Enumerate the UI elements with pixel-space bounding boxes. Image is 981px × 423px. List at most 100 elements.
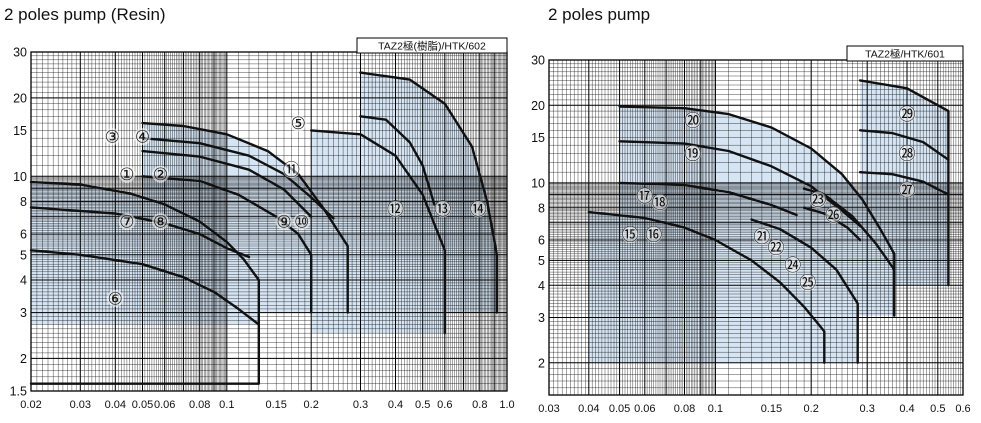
curve-label-bg xyxy=(651,193,669,211)
curve-number-label: ⑳ xyxy=(684,111,701,131)
y-tick-label: 30 xyxy=(13,46,27,60)
curve-label-bg xyxy=(118,213,136,231)
pump-curve xyxy=(359,71,499,314)
x-tick-label: 0.08 xyxy=(189,399,210,411)
pump-curve xyxy=(587,210,826,364)
curve-label-bg xyxy=(387,200,404,218)
x-tick-label: 0.3 xyxy=(353,399,368,411)
y-tick-label: 4 xyxy=(538,279,545,293)
y-tick-label: 6 xyxy=(20,228,27,242)
y-tick-label: 2 xyxy=(538,356,545,370)
curve-label-bg xyxy=(275,213,293,231)
curve-number-label: ⑥ xyxy=(108,289,123,309)
x-tick-label: 0.1 xyxy=(708,403,723,415)
curve-label-bg xyxy=(282,161,300,179)
y-tick-label: 3 xyxy=(20,306,27,320)
pump-curve xyxy=(359,115,436,206)
chart-resin: TAZ2極(樹脂)/HTK/602 0.02 0.03 0.04 0.05 0.06 0.0… xyxy=(10,37,515,411)
x-tick-label: 0.06 xyxy=(154,399,175,411)
curve-label-bg xyxy=(645,226,663,243)
x-tick-label: 0.6 xyxy=(437,399,452,411)
curve-number-label: ⑮ xyxy=(622,226,639,246)
chart-title-standard: 2 poles pump xyxy=(548,5,651,24)
x-tick-label: 0.04 xyxy=(105,399,126,411)
curve-number-label: ㉘ xyxy=(899,145,916,165)
x-tick-label: 0.2 xyxy=(804,403,819,415)
y-tick-label: 15 xyxy=(531,131,545,145)
curve-label-bg xyxy=(434,200,452,218)
x-tick-label: 0.4 xyxy=(899,403,914,415)
x-tick-label: 0.5 xyxy=(415,399,430,411)
x-tick-label: 0.08 xyxy=(674,403,695,415)
x-tick-label: 0.1 xyxy=(219,399,234,411)
curve-label-bg xyxy=(152,213,169,231)
x-tick-label: 0.4 xyxy=(388,399,403,411)
pump-curve xyxy=(858,129,950,161)
pump-curve xyxy=(858,170,950,196)
x-tick-label: 0.6 xyxy=(955,403,970,415)
y-tick-label: 10 xyxy=(531,176,545,190)
pump-curve xyxy=(141,175,313,314)
curve-label-bg xyxy=(636,187,654,205)
curve-number-label: ⑤ xyxy=(291,114,306,134)
curve-label-bg xyxy=(118,165,136,183)
curve-label-bg xyxy=(784,256,802,274)
curve-label-bg xyxy=(289,114,307,132)
pump-curve xyxy=(310,129,446,335)
pump-curve xyxy=(141,149,313,218)
curve-label-bg xyxy=(898,181,916,199)
curve-label-bg xyxy=(293,213,311,231)
curve-number-label: ⑧ xyxy=(153,213,168,233)
grid xyxy=(30,51,508,392)
curve-label-bg xyxy=(767,239,785,257)
y-tick-label: 10 xyxy=(13,170,27,184)
curve-number-label: ⑭ xyxy=(470,200,487,220)
curve-label-bg xyxy=(152,165,169,183)
curve-label-bg xyxy=(809,191,827,209)
plot-frame xyxy=(548,59,964,396)
model-code: TAZ2極/HTK/601 xyxy=(865,48,945,61)
curve-number-label: ㉗ xyxy=(899,181,916,201)
curve-label-bg xyxy=(825,206,842,224)
y-tick-label: 2 xyxy=(20,352,27,366)
operating-region xyxy=(142,123,348,313)
y-tick-label: 5 xyxy=(538,254,545,268)
x-tick-label: 0.04 xyxy=(578,403,599,415)
curve-label-bg xyxy=(799,274,817,292)
y-tick-label: 30 xyxy=(531,54,545,68)
model-code: TAZ2極(樹脂)/HTK/602 xyxy=(378,40,486,53)
y-tick-label: 15 xyxy=(13,124,27,138)
x-tick-label: 0.03 xyxy=(538,403,559,415)
curve-number-label: ⑱ xyxy=(652,193,669,213)
curve-number-label: ㉙ xyxy=(899,105,916,125)
pump-curve xyxy=(750,218,859,364)
curve-label-bg xyxy=(684,111,702,129)
y-tick-label: 6 xyxy=(538,234,545,248)
curve-label-bg xyxy=(753,227,771,245)
curve-number-label: ④ xyxy=(135,128,150,148)
curve-number-label: ⑯ xyxy=(645,226,662,246)
operating-region xyxy=(360,72,497,313)
y-tick-label: 8 xyxy=(538,201,545,215)
y-tick-label: 5 xyxy=(20,248,27,262)
curve-number-label: ㉔ xyxy=(784,256,801,276)
curve-number-label: ㉒ xyxy=(768,239,785,259)
curve-number-label: ⑫ xyxy=(387,200,404,220)
plot-frame xyxy=(30,51,508,392)
curve-number-label: ㉑ xyxy=(753,227,770,247)
y-tick-label: 8 xyxy=(20,195,27,209)
curve-number-label: ② xyxy=(153,165,168,185)
curve-number-label: ⑩ xyxy=(294,213,309,233)
x-tick-label: 0.05 xyxy=(609,403,630,415)
curve-label-bg xyxy=(469,200,487,218)
curve-label-bg xyxy=(106,289,124,307)
pump-curve xyxy=(618,181,798,217)
pump-curve xyxy=(29,180,260,326)
chart-standard: TAZ2極/HTK/601 0.03 0.04 0.05 0.06 0.08 0.1 0.15… xyxy=(531,45,971,415)
curve-label-bg xyxy=(621,226,639,243)
x-tick-label: 0.3 xyxy=(860,403,875,415)
curve-number-label: ⑲ xyxy=(684,145,701,165)
curve-number-label: ⑪ xyxy=(283,161,300,181)
x-tick-label: 0.02 xyxy=(20,399,41,411)
curve-number-label: ㉖ xyxy=(825,206,842,226)
